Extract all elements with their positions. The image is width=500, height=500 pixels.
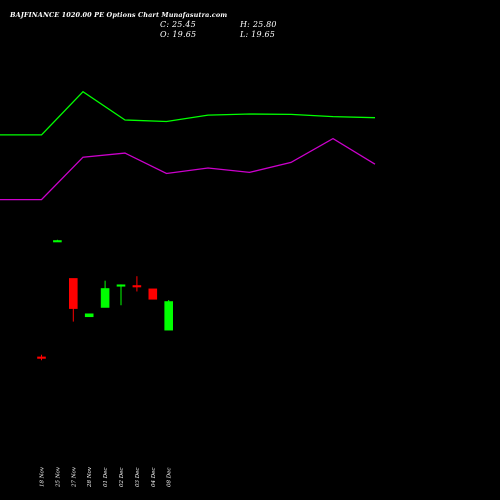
candle (69, 278, 78, 322)
candle (53, 239, 62, 243)
candle (164, 300, 173, 331)
candles (37, 239, 173, 361)
candle-body (53, 240, 62, 243)
close-value: C: 25.45 (160, 20, 196, 29)
candle (100, 280, 110, 308)
low-value: L: 19.65 (240, 30, 276, 39)
x-tick-label: 01 Dec (103, 468, 109, 488)
candle (116, 284, 126, 306)
x-tick-label: 08 Dec (167, 468, 173, 488)
candle (148, 288, 158, 300)
candle-body (132, 285, 142, 288)
candle-body (148, 288, 158, 300)
candle-body (116, 284, 126, 287)
x-tick-label: 02 Dec (119, 468, 125, 488)
candle (132, 276, 142, 292)
candle-body (84, 313, 94, 318)
candle-body (69, 278, 78, 309)
x-tick-label: 18 Nov (40, 466, 46, 487)
x-tick-label: 04 Dec (151, 468, 157, 488)
chart-title: BAJFINANCE 1020.00 PE Options Chart Muna… (10, 11, 228, 19)
indicator-lines (0, 90, 376, 201)
x-tick-label: 25 Nov (55, 466, 61, 488)
x-tick-label: 27 Nov (71, 466, 77, 488)
open-value: O: 19.65 (160, 30, 197, 39)
candle-body (37, 356, 46, 359)
high-value: H: 25.80 (240, 20, 277, 29)
x-tick-label: 28 Nov (87, 466, 93, 488)
candle-body (100, 288, 110, 308)
candle (84, 313, 94, 318)
x-tick-label: 03 Dec (135, 468, 141, 488)
candle (37, 354, 46, 361)
x-axis-ticks: 18 Nov 25 Nov 27 Nov 28 Nov 01 Dec 02 Dec 03 D… (40, 466, 173, 488)
indicator-line-1 (0, 90, 376, 136)
candle-body (164, 301, 173, 331)
indicator-line-2 (0, 137, 376, 201)
